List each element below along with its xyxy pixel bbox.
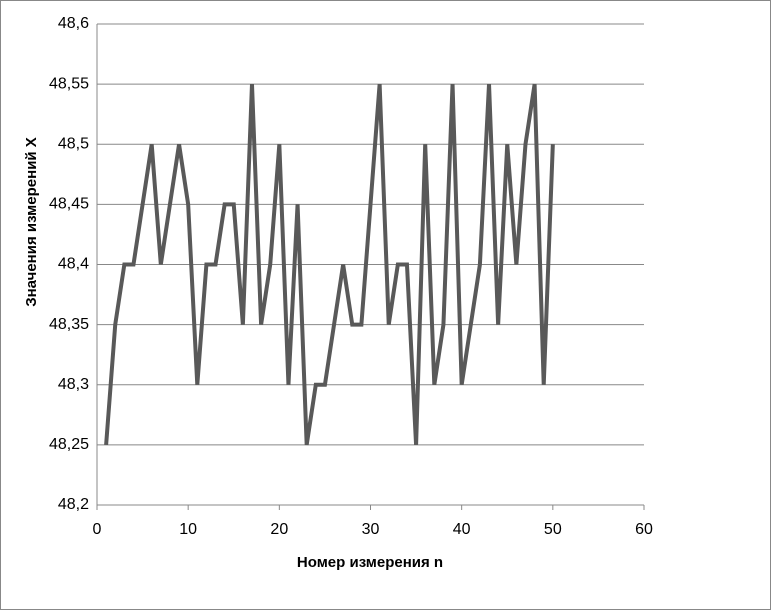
y-axis-title: Значения измерений X <box>23 137 40 307</box>
x-tick-label: 60 <box>635 521 653 538</box>
y-tick-label: 48,55 <box>49 75 89 92</box>
x-tick-label: 50 <box>544 521 562 538</box>
y-tick-label: 48,3 <box>58 376 89 393</box>
x-tick-label: 10 <box>179 521 197 538</box>
y-tick-label: 48,2 <box>58 496 89 513</box>
x-tick-label: 0 <box>93 521 102 538</box>
y-tick-label: 48,4 <box>58 256 89 273</box>
y-tick-label: 48,6 <box>58 15 89 32</box>
x-axis-title: Номер измерения n <box>297 554 443 571</box>
y-tick-label: 48,45 <box>49 196 89 213</box>
data-line <box>104 83 555 446</box>
x-tick-label: 30 <box>362 521 380 538</box>
y-tick-label: 48,25 <box>49 436 89 453</box>
x-tick-label: 20 <box>270 521 288 538</box>
x-tick-label: 40 <box>453 521 471 538</box>
y-tick-label: 48,5 <box>58 135 89 152</box>
y-tick-label: 48,35 <box>49 316 89 333</box>
